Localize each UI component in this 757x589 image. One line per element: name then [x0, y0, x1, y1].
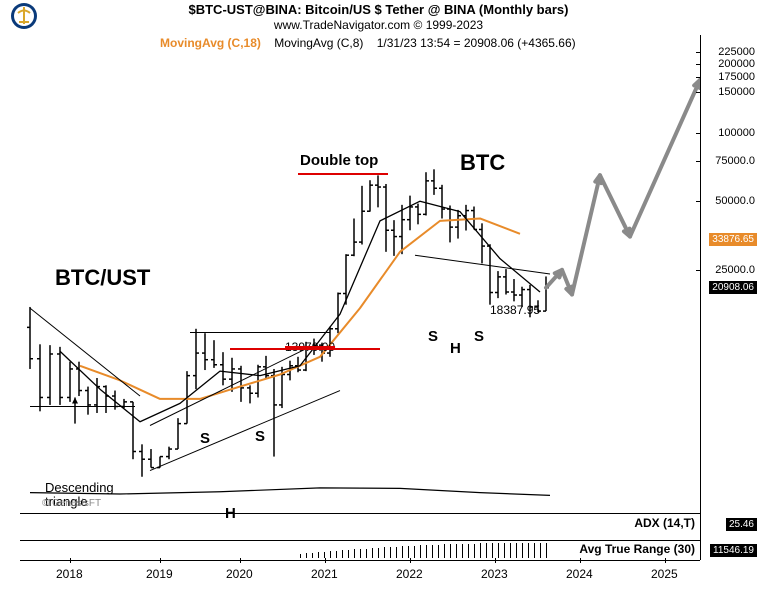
price-flag: 20908.06: [709, 281, 757, 294]
xtick: 2024: [566, 567, 593, 581]
last-price: 20908.06: [464, 36, 514, 50]
annotation-price_13970: 13970.00: [285, 340, 335, 354]
price-flag: 33876.65: [709, 233, 757, 246]
annotation-s2: S: [255, 428, 265, 445]
panel-divider-1: [20, 513, 700, 514]
equals-label: =: [454, 36, 461, 50]
price-plot[interactable]: BTC/USTBTCDouble topDescendingtriangleSS…: [20, 50, 700, 510]
ma8-label: MovingAvg (C,8): [274, 36, 363, 50]
double-top-marker: [298, 173, 388, 175]
timestamp-label: 1/31/23 13:54: [377, 36, 450, 50]
xtick: 2018: [56, 567, 83, 581]
annotation-price_18387: 18387.95: [490, 303, 540, 317]
chart-subtitle: www.TradeNavigator.com © 1999-2023: [0, 18, 757, 32]
annotation-btc_ust: BTC/UST: [55, 265, 150, 291]
xtick: 2021: [311, 567, 338, 581]
xtick: 2022: [396, 567, 423, 581]
price-change: (+4365.66): [517, 36, 575, 50]
chart-title: $BTC-UST@BINA: Bitcoin/US $ Tether @ BIN…: [0, 2, 757, 17]
annotation-desc_tri_1: Descending: [45, 480, 114, 495]
annotation-s4: S: [474, 328, 484, 345]
atr-histogram: [20, 540, 700, 558]
ma18-label: MovingAvg (C,18): [160, 36, 261, 50]
annotation-s3: S: [428, 328, 438, 345]
annotation-s1: S: [200, 430, 210, 447]
xtick: 2025: [651, 567, 678, 581]
xtick: 2019: [146, 567, 173, 581]
indicator-strip: MovingAvg (C,18) MovingAvg (C,8) 1/31/23…: [160, 36, 576, 50]
annotation-double_top: Double top: [300, 152, 378, 169]
annotation-h2: H: [450, 340, 461, 357]
watermark: © GenesisFT: [42, 498, 101, 509]
price-flag: 11546.19: [710, 544, 757, 557]
annotation-btc: BTC: [460, 150, 505, 176]
xtick: 2020: [226, 567, 253, 581]
price-flag: 25.46: [726, 518, 757, 531]
level-13970-marker: [230, 348, 380, 350]
xtick: 2023: [481, 567, 508, 581]
xaxis-line: [20, 560, 700, 561]
adx-label: ADX (14,T): [634, 516, 695, 530]
